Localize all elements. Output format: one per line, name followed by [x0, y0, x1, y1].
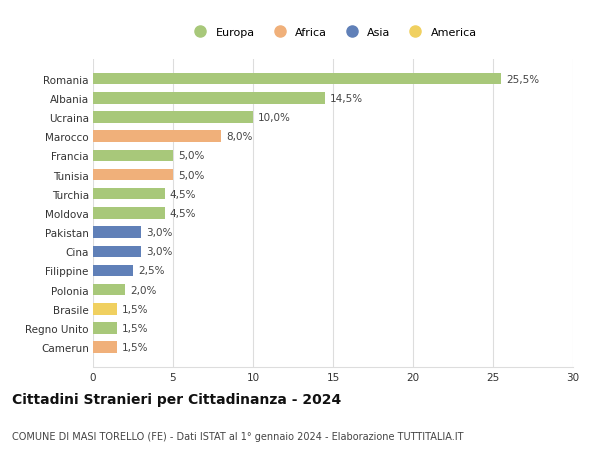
- Bar: [93, 189, 165, 200]
- Text: 2,5%: 2,5%: [138, 266, 164, 276]
- Text: 3,0%: 3,0%: [146, 228, 172, 238]
- Text: 5,0%: 5,0%: [178, 170, 204, 180]
- Text: 4,5%: 4,5%: [170, 208, 196, 218]
- Bar: [93, 112, 253, 123]
- Bar: [93, 93, 325, 104]
- Text: 1,5%: 1,5%: [122, 342, 148, 353]
- Text: 3,0%: 3,0%: [146, 247, 172, 257]
- Bar: [93, 303, 117, 315]
- Bar: [93, 150, 173, 162]
- Text: Cittadini Stranieri per Cittadinanza - 2024: Cittadini Stranieri per Cittadinanza - 2…: [12, 392, 341, 406]
- Bar: [93, 169, 173, 181]
- Bar: [93, 246, 141, 257]
- Bar: [93, 342, 117, 353]
- Text: 8,0%: 8,0%: [226, 132, 252, 142]
- Text: 25,5%: 25,5%: [506, 74, 539, 84]
- Bar: [93, 265, 133, 277]
- Bar: [93, 284, 125, 296]
- Text: 10,0%: 10,0%: [258, 113, 290, 123]
- Bar: [93, 207, 165, 219]
- Text: 1,5%: 1,5%: [122, 323, 148, 333]
- Bar: [93, 131, 221, 143]
- Text: COMUNE DI MASI TORELLO (FE) - Dati ISTAT al 1° gennaio 2024 - Elaborazione TUTTI: COMUNE DI MASI TORELLO (FE) - Dati ISTAT…: [12, 431, 464, 441]
- Text: 4,5%: 4,5%: [170, 189, 196, 199]
- Text: 2,0%: 2,0%: [130, 285, 156, 295]
- Bar: [93, 323, 117, 334]
- Text: 14,5%: 14,5%: [330, 94, 363, 104]
- Text: 1,5%: 1,5%: [122, 304, 148, 314]
- Bar: [93, 73, 501, 85]
- Legend: Europa, Africa, Asia, America: Europa, Africa, Asia, America: [190, 28, 476, 38]
- Text: 5,0%: 5,0%: [178, 151, 204, 161]
- Bar: [93, 227, 141, 238]
